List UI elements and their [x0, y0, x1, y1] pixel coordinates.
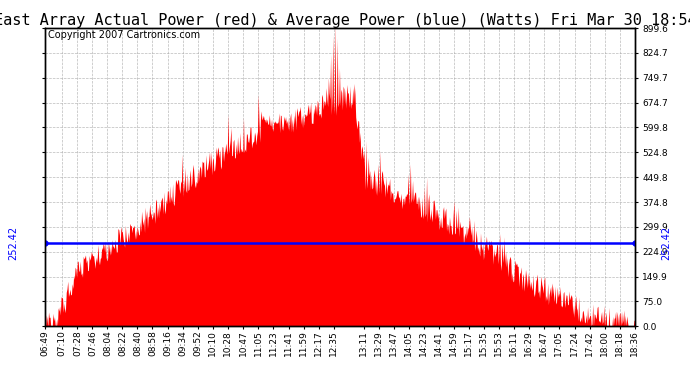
Text: 252.42: 252.42: [8, 225, 19, 260]
Text: Copyright 2007 Cartronics.com: Copyright 2007 Cartronics.com: [48, 30, 200, 40]
Text: 252.42: 252.42: [661, 225, 671, 260]
Text: East Array Actual Power (red) & Average Power (blue) (Watts) Fri Mar 30 18:54: East Array Actual Power (red) & Average …: [0, 13, 690, 28]
